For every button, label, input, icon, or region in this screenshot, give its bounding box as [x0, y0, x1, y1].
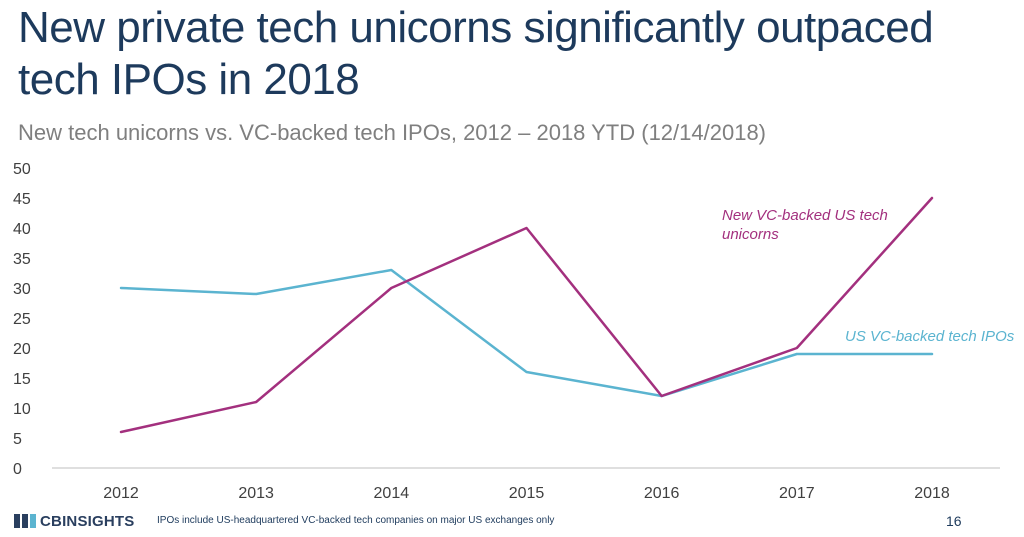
page-number: 16 — [946, 513, 962, 529]
y-tick-label: 20 — [13, 341, 31, 358]
y-tick-label: 15 — [13, 371, 31, 388]
x-tick-label: 2012 — [103, 485, 139, 502]
footnote: IPOs include US-headquartered VC-backed … — [157, 515, 555, 526]
cb-insights-logo-icon — [14, 514, 36, 528]
chart-subtitle: New tech unicorns vs. VC-backed tech IPO… — [18, 120, 766, 145]
x-tick-label: 2017 — [779, 485, 815, 502]
x-tick-label: 2014 — [374, 485, 410, 502]
series-label-line: unicorns — [722, 226, 779, 243]
series-label-line: US VC-backed tech IPOs — [845, 328, 1015, 345]
x-tick-label: 2015 — [509, 485, 545, 502]
y-tick-label: 40 — [13, 221, 31, 238]
logo-text: CBINSIGHTS — [40, 512, 135, 530]
y-tick-label: 45 — [13, 191, 31, 208]
y-tick-label: 0 — [13, 461, 22, 478]
x-tick-label: 2018 — [914, 485, 950, 502]
series-label-line: New VC-backed US tech — [722, 207, 888, 224]
y-tick-label: 5 — [13, 431, 22, 448]
y-tick-label: 25 — [13, 311, 31, 328]
y-tick-label: 50 — [13, 161, 31, 178]
x-tick-label: 2016 — [644, 485, 680, 502]
y-tick-label: 35 — [13, 251, 31, 268]
y-tick-label: 10 — [13, 401, 31, 418]
x-tick-label: 2013 — [238, 485, 274, 502]
series-label: New VC-backed US tech unicorns — [722, 207, 888, 243]
slide-title: New private tech unicorns significantly … — [18, 3, 934, 104]
series-line — [119, 196, 934, 434]
series-label: US VC-backed tech IPOs — [845, 328, 1015, 345]
cb-insights-logo: CBINSIGHTS — [14, 512, 135, 530]
y-tick-label: 30 — [13, 281, 31, 298]
